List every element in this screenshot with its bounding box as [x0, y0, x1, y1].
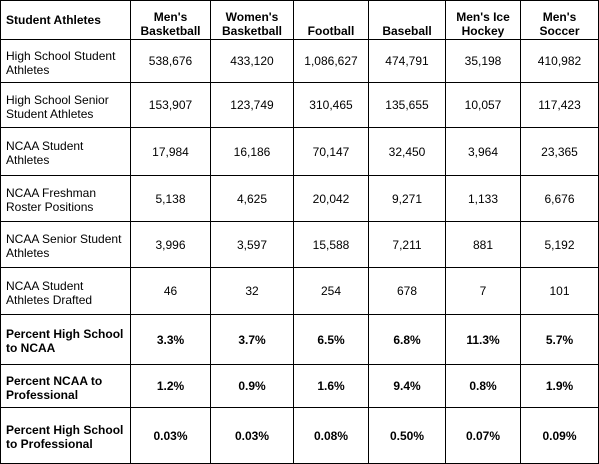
table-cell: 5.7% — [520, 314, 599, 365]
table-cell: 9,271 — [368, 175, 446, 222]
table-cell: 16,186 — [210, 127, 294, 176]
table-cell: 1.6% — [293, 364, 369, 408]
table-cell: 1,086,627 — [293, 39, 369, 83]
row-label: NCAA Student Athletes — [0, 127, 131, 176]
table-cell: 1,133 — [445, 175, 521, 222]
table-cell: 17,984 — [130, 127, 211, 176]
table-cell: 9.4% — [368, 364, 446, 408]
table-row: Percent High School to Professional 0.03%… — [0, 407, 599, 464]
row-label: NCAA Student Athletes Drafted — [0, 267, 131, 315]
table-cell: 5,192 — [520, 221, 599, 268]
table-cell: 6.8% — [368, 314, 446, 365]
table-cell: 32,450 — [368, 127, 446, 176]
table-cell: 3,597 — [210, 221, 294, 268]
table-row: High School Student Athletes 538,676 433,1… — [0, 39, 599, 83]
table-cell: 0.03% — [210, 407, 294, 464]
header-cell: Men's Soccer — [520, 0, 599, 40]
table-row: NCAA Student Athletes Drafted 46 32 254 678 7… — [0, 267, 599, 315]
table-cell: 0.08% — [293, 407, 369, 464]
table-cell: 3,964 — [445, 127, 521, 176]
table-cell: 153,907 — [130, 82, 211, 128]
table-cell: 11.3% — [445, 314, 521, 365]
row-label: High School Student Athletes — [0, 39, 131, 83]
table-cell: 538,676 — [130, 39, 211, 83]
table-cell: 32 — [210, 267, 294, 315]
table-cell: 433,120 — [210, 39, 294, 83]
row-label: Percent NCAA to Professional — [0, 364, 131, 408]
row-label: NCAA Freshman Roster Positions — [0, 175, 131, 222]
table-cell: 678 — [368, 267, 446, 315]
table-cell: 15,588 — [293, 221, 369, 268]
table-cell: 101 — [520, 267, 599, 315]
header-cell: Baseball — [368, 0, 446, 40]
table-cell: 35,198 — [445, 39, 521, 83]
header-cell: Student Athletes — [0, 0, 131, 40]
row-label: Percent High School to Professional — [0, 407, 131, 464]
table-cell: 474,791 — [368, 39, 446, 83]
table-cell: 7,211 — [368, 221, 446, 268]
table-cell: 0.50% — [368, 407, 446, 464]
table-cell: 123,749 — [210, 82, 294, 128]
table-cell: 3.3% — [130, 314, 211, 365]
table-cell: 410,982 — [520, 39, 599, 83]
table-cell: 5,138 — [130, 175, 211, 222]
table-cell: 6,676 — [520, 175, 599, 222]
header-cell: Women's Basketball — [210, 0, 294, 40]
header-row: Student Athletes Men's Basketball Women's … — [0, 0, 599, 40]
table-row: Percent NCAA to Professional 1.2% 0.9% 1.6%… — [0, 364, 599, 408]
table-cell: 20,042 — [293, 175, 369, 222]
table-cell: 117,423 — [520, 82, 599, 128]
table-cell: 46 — [130, 267, 211, 315]
table-cell: 254 — [293, 267, 369, 315]
table-cell: 1.9% — [520, 364, 599, 408]
table-cell: 0.07% — [445, 407, 521, 464]
row-label: NCAA Senior Student Athletes — [0, 221, 131, 268]
table-row: NCAA Freshman Roster Positions 5,138 4,625… — [0, 175, 599, 222]
table-cell: 135,655 — [368, 82, 446, 128]
table-cell: 23,365 — [520, 127, 599, 176]
table-cell: 70,147 — [293, 127, 369, 176]
header-cell: Men's Basketball — [130, 0, 211, 40]
table-cell: 6.5% — [293, 314, 369, 365]
table-row: NCAA Student Athletes 17,984 16,186 70,147 3… — [0, 127, 599, 176]
table-cell: 3,996 — [130, 221, 211, 268]
table-head: Student Athletes Men's Basketball Women's … — [0, 0, 599, 40]
table-cell: 4,625 — [210, 175, 294, 222]
table-row: High School Senior Student Athletes 153,9… — [0, 82, 599, 128]
row-label: Percent High School to NCAA — [0, 314, 131, 365]
table-cell: 0.03% — [130, 407, 211, 464]
table-cell: 3.7% — [210, 314, 294, 365]
table-cell: 881 — [445, 221, 521, 268]
table-body: High School Student Athletes 538,676 433,1… — [0, 39, 599, 464]
table-row: Percent High School to NCAA 3.3% 3.7% 6.5% 6… — [0, 314, 599, 365]
table-cell: 7 — [445, 267, 521, 315]
table-cell: 1.2% — [130, 364, 211, 408]
table-cell: 0.8% — [445, 364, 521, 408]
table-cell: 10,057 — [445, 82, 521, 128]
row-label: High School Senior Student Athletes — [0, 82, 131, 128]
table-row: NCAA Senior Student Athletes 3,996 3,597 15… — [0, 221, 599, 268]
header-cell: Men's Ice Hockey — [445, 0, 521, 40]
header-cell: Football — [293, 0, 369, 40]
table-cell: 0.9% — [210, 364, 294, 408]
table-cell: 0.09% — [520, 407, 599, 464]
table-cell: 310,465 — [293, 82, 369, 128]
